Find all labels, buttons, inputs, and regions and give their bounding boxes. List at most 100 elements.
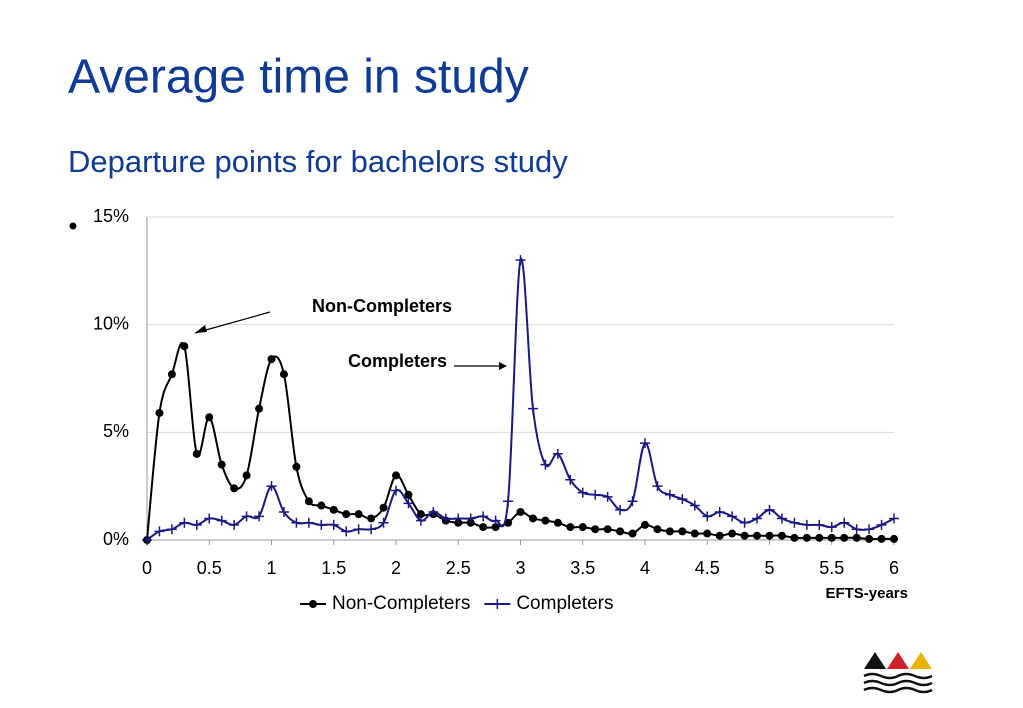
data-point <box>689 500 700 511</box>
annotation-arrow <box>194 311 271 334</box>
legend-label: Non-Completers <box>332 593 470 614</box>
data-point <box>465 513 476 524</box>
data-point <box>255 404 264 413</box>
data-point <box>840 533 849 542</box>
data-point <box>254 511 265 522</box>
data-point <box>266 481 277 492</box>
data-point <box>890 534 898 543</box>
data-point <box>541 516 550 525</box>
data-point <box>815 533 824 542</box>
x-tick-label: 2.5 <box>446 558 471 578</box>
x-tick-label: 1.5 <box>321 558 346 578</box>
data-point <box>540 459 551 470</box>
data-point <box>789 517 800 528</box>
data-point <box>641 520 649 529</box>
data-point <box>428 507 439 518</box>
data-point <box>591 525 600 534</box>
data-point <box>566 523 575 532</box>
data-point <box>652 481 663 492</box>
x-tick-label: 5.5 <box>819 558 844 578</box>
data-point <box>826 522 837 533</box>
data-point <box>677 494 688 505</box>
data-point <box>166 524 177 535</box>
data-point <box>416 510 425 519</box>
data-point <box>278 507 289 518</box>
data-point <box>627 496 638 507</box>
data-point <box>552 448 563 459</box>
data-point <box>876 519 887 530</box>
data-point <box>404 490 413 499</box>
data-point <box>267 355 276 364</box>
data-point <box>603 525 612 534</box>
chart: 0% 5% 10% 15% 0 0.5 1 1.5 2 2.5 3 3.5 4 4.5 5 5.5 6 EFTS-… <box>93 206 908 614</box>
arrow-head <box>499 362 507 370</box>
data-point <box>516 508 525 517</box>
data-point <box>180 342 189 351</box>
data-point <box>602 491 613 502</box>
data-point <box>752 513 763 524</box>
data-point <box>204 513 215 524</box>
data-point <box>378 517 389 528</box>
data-point <box>205 413 214 422</box>
data-point <box>366 524 377 535</box>
legend-marker <box>309 600 317 608</box>
data-point <box>241 511 252 522</box>
data-point <box>303 517 314 528</box>
annotation: Non-Completers <box>312 296 452 316</box>
data-point <box>590 489 601 500</box>
data-point <box>740 531 749 540</box>
x-tick-label: 0 <box>142 558 152 578</box>
data-point <box>753 531 762 540</box>
data-point <box>142 535 152 545</box>
x-tick-label: 3 <box>515 558 525 578</box>
x-tick-label: 2 <box>391 558 401 578</box>
data-point <box>802 533 811 542</box>
data-point <box>503 496 514 507</box>
data-point <box>453 513 464 524</box>
y-tick-label: 10% <box>93 313 129 333</box>
data-point <box>342 510 351 519</box>
data-point <box>217 460 226 469</box>
data-point <box>328 519 339 530</box>
x-tick-label: 5 <box>764 558 774 578</box>
x-tick-label: 0.5 <box>197 558 222 578</box>
data-point <box>877 534 886 543</box>
x-tick-label: 4 <box>640 558 650 578</box>
data-point <box>728 529 737 538</box>
data-point <box>229 519 240 530</box>
data-point <box>329 505 338 514</box>
data-point <box>702 511 713 522</box>
x-tick-label: 3.5 <box>570 558 595 578</box>
data-point <box>440 513 451 524</box>
slide-title: Average time in study <box>68 51 529 104</box>
data-point <box>664 489 675 500</box>
data-point <box>727 511 738 522</box>
data-point <box>851 524 862 535</box>
data-point <box>714 507 725 518</box>
data-point <box>354 510 363 519</box>
data-point <box>353 524 364 535</box>
legend-label: Completers <box>516 593 613 614</box>
data-point <box>415 515 426 526</box>
data-point <box>192 449 201 458</box>
data-point <box>292 462 301 471</box>
data-point <box>678 527 687 536</box>
data-point <box>515 255 526 266</box>
data-point <box>379 503 388 512</box>
bullet <box>69 222 77 230</box>
data-point <box>179 517 190 528</box>
annotation: Completers <box>348 351 447 371</box>
data-point <box>665 527 674 536</box>
data-point <box>814 519 825 530</box>
data-point <box>801 519 812 530</box>
data-point <box>242 471 251 480</box>
series-line <box>146 257 895 541</box>
x-axis-label: EFTS-years <box>825 585 908 602</box>
legend-marker <box>492 599 503 609</box>
data-point <box>577 487 588 498</box>
data-point <box>291 517 302 528</box>
data-point <box>479 523 488 532</box>
data-point <box>528 514 537 523</box>
data-point <box>341 526 352 537</box>
